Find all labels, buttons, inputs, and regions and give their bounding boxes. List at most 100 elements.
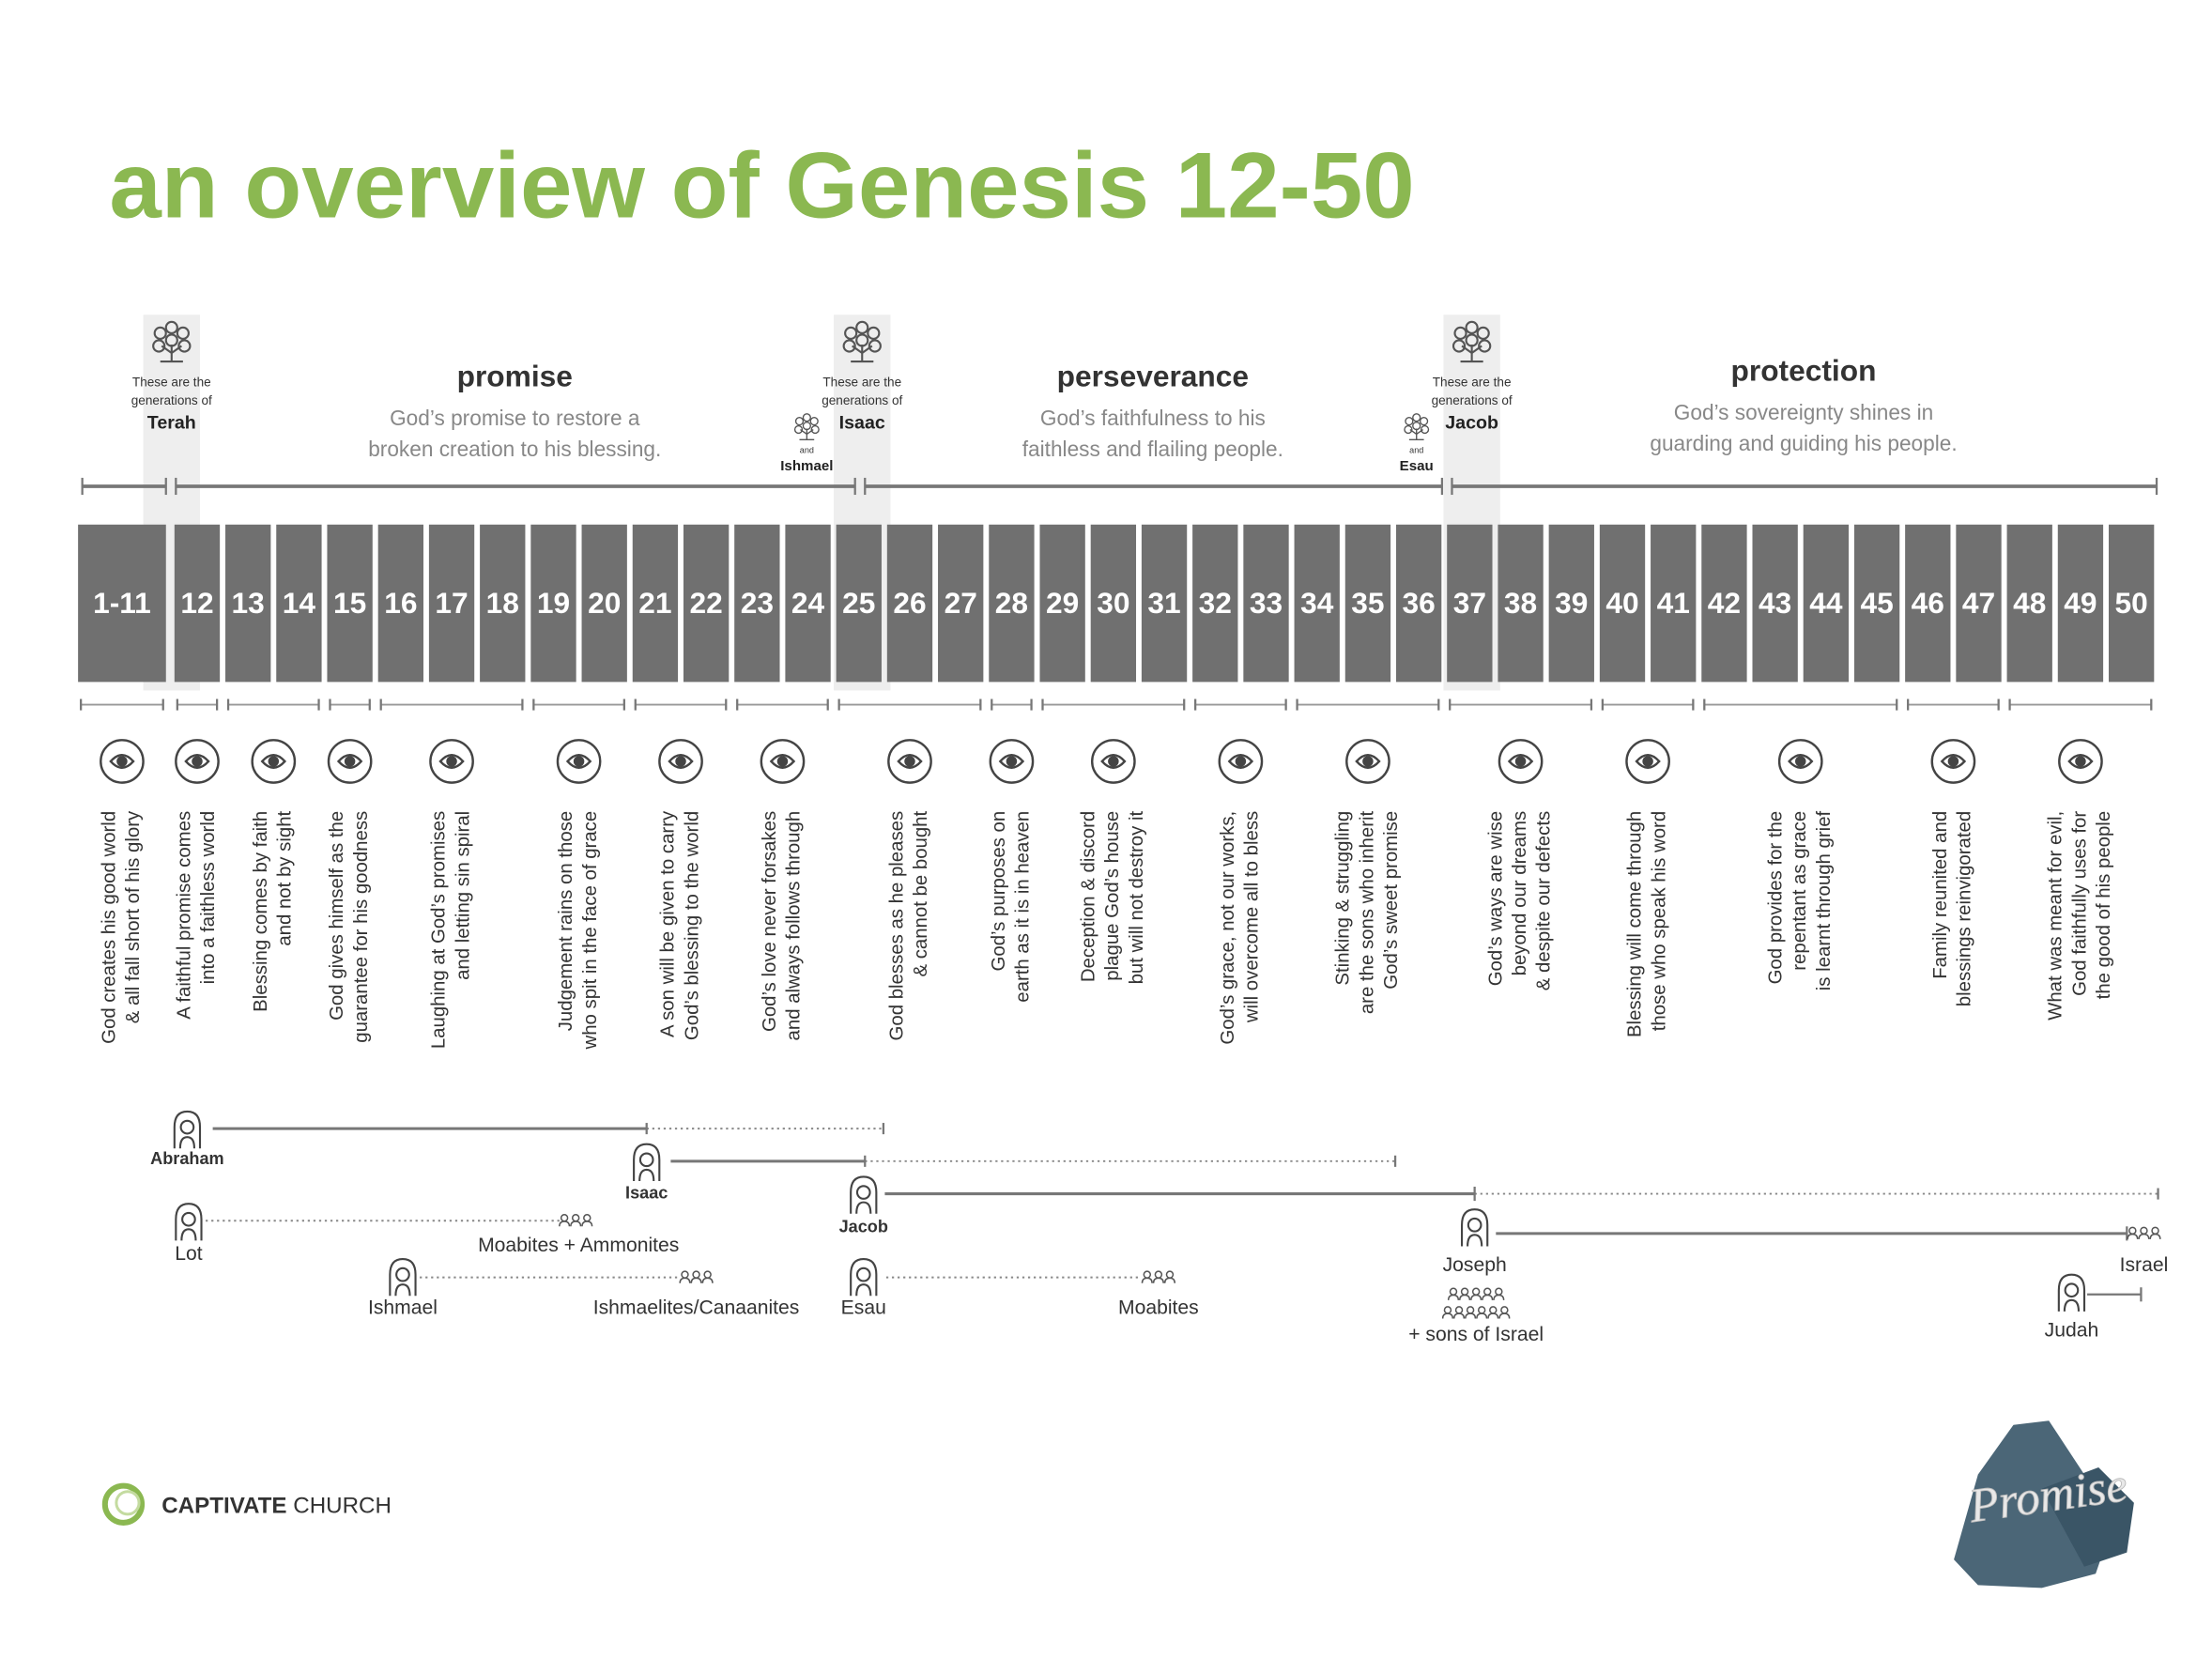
chapter-number: 33 <box>1250 586 1283 620</box>
group-icon <box>1452 1306 1466 1319</box>
people-name: + sons of Israel <box>1408 1324 1544 1345</box>
person-head <box>638 1152 654 1168</box>
chapter-box <box>683 524 730 683</box>
person-body <box>2063 1298 2081 1312</box>
chapter-number: 38 <box>1504 586 1537 620</box>
tree-icon <box>842 320 882 363</box>
icon-outline <box>1498 739 1544 784</box>
chapter-number: 13 <box>232 586 265 620</box>
theme-text: God creates his good world <box>99 811 119 1044</box>
chapter-box <box>1701 524 1747 683</box>
group-icon <box>1482 1287 1494 1300</box>
tree-node <box>1420 424 1430 435</box>
theme-text: the good of his people <box>2094 811 2114 1000</box>
icon-dot <box>573 756 585 767</box>
chapter-number: 40 <box>1605 586 1638 620</box>
group-body <box>1498 1312 1511 1319</box>
person-name: Joseph <box>1443 1254 1507 1276</box>
tree-node <box>793 424 804 435</box>
tree-trunk <box>851 344 874 363</box>
person-hood <box>175 1203 203 1241</box>
group-body <box>2138 1233 2150 1239</box>
group-icon <box>1493 1287 1505 1300</box>
chapter-number: 12 <box>180 586 213 620</box>
icon-outline <box>251 739 297 784</box>
icon-outline <box>760 739 806 784</box>
icon-dot <box>776 756 789 767</box>
chapter-box <box>480 524 526 683</box>
chapter-number: 45 <box>1860 586 1893 620</box>
person-body <box>855 1201 872 1214</box>
chapter-number: 48 <box>2013 586 2046 620</box>
theme-text: God’s blessing to the world <box>682 811 702 1040</box>
section-heading: promise <box>457 360 573 393</box>
theme-text: into a faithless world <box>198 811 219 985</box>
tree-node <box>794 417 805 426</box>
theme-text: is learnt through grief <box>1814 810 1835 990</box>
icon-detail <box>998 753 1025 769</box>
people-name: Ishmaelites/Canaanites <box>593 1297 800 1318</box>
tree-node <box>177 339 192 353</box>
generation-intro: These are the <box>1433 375 1512 389</box>
chapter-box <box>886 524 933 683</box>
theme-icon <box>1218 739 1264 784</box>
group-body <box>1470 1294 1482 1300</box>
group-icon <box>570 1214 582 1227</box>
tree-node <box>842 339 856 353</box>
chapter-box <box>1548 524 1594 683</box>
organization-part: CHURCH <box>293 1494 392 1519</box>
generation-name: Terah <box>147 413 196 434</box>
tree-icon <box>793 413 820 440</box>
generation-alt-name: Esau <box>1400 458 1434 474</box>
chapter-box <box>428 524 475 683</box>
theme-icon <box>1930 739 1976 784</box>
group-body <box>1482 1294 1494 1300</box>
person-icon <box>173 1110 202 1149</box>
tree-trunk <box>799 428 815 440</box>
group-icon <box>1498 1306 1511 1319</box>
theme-icon <box>100 739 145 784</box>
person-name: Jacob <box>839 1218 888 1236</box>
chapter-number: 16 <box>384 586 417 620</box>
tree-node <box>809 417 819 426</box>
group-icon <box>1470 1287 1482 1300</box>
chapter-number: 30 <box>1097 586 1129 620</box>
chapter-box <box>632 524 679 683</box>
theme-text: God’s sweet promise <box>1381 811 1402 990</box>
person-body <box>855 1283 872 1297</box>
chapter-number: 49 <box>2064 586 2097 620</box>
icon-detail <box>1100 753 1127 769</box>
chapter-number: 27 <box>945 586 977 620</box>
theme-text: are the sons who inherit <box>1357 810 1377 1014</box>
tree-node <box>152 339 166 353</box>
person-body <box>180 1228 197 1241</box>
chapter-number: 36 <box>1403 586 1436 620</box>
tree-trunk <box>1408 428 1424 440</box>
group-icon <box>1465 1306 1477 1319</box>
theme-icon <box>327 739 373 784</box>
tree-node <box>1465 320 1479 334</box>
person-head <box>179 1119 195 1135</box>
theme-icon <box>658 739 703 784</box>
person-body <box>638 1168 655 1181</box>
chapter-number: 14 <box>283 586 316 620</box>
chapter-number: 47 <box>1962 586 1995 620</box>
person-head <box>855 1266 871 1282</box>
icon-outline <box>658 739 703 784</box>
person-icon <box>850 1175 878 1214</box>
theme-text: plague God’s house <box>1102 811 1123 981</box>
chapter-box <box>377 524 424 683</box>
group-body <box>1465 1312 1477 1319</box>
icon-dot <box>1795 756 1806 767</box>
chapter-box <box>276 524 322 683</box>
theme-text: repentant as grace <box>1790 811 1810 971</box>
theme-text: will overcome all to bless <box>1242 811 1263 1023</box>
chapter-box <box>1192 524 1238 683</box>
generation-name: Jacob <box>1445 413 1498 434</box>
theme-text: Blessing will come through <box>1625 811 1646 1037</box>
chapter-box <box>1447 524 1493 683</box>
group-icon <box>581 1214 593 1227</box>
chapter-box <box>327 524 373 683</box>
group-icon <box>1476 1306 1488 1319</box>
section-description: faithless and flailing people. <box>1022 437 1283 461</box>
